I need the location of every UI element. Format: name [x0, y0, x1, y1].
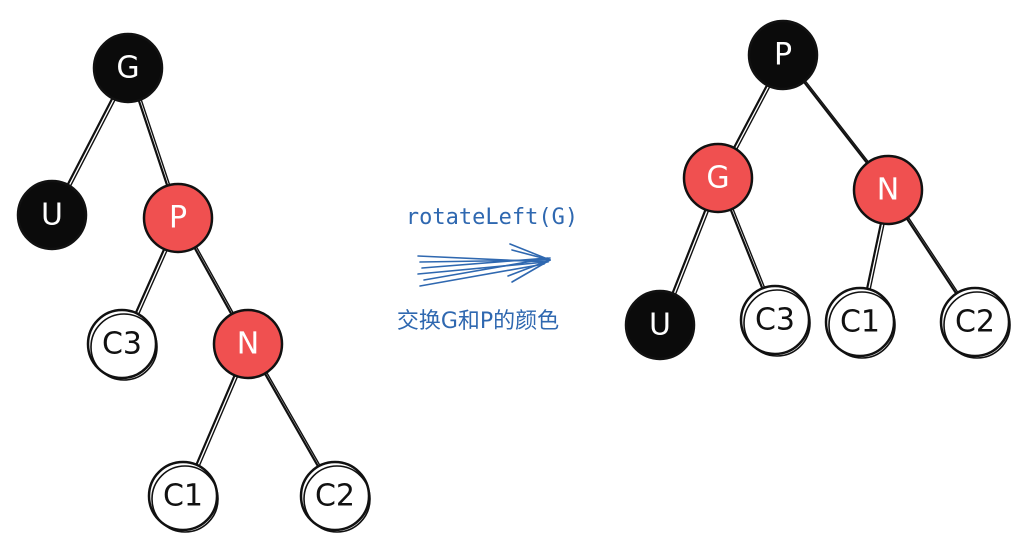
before-node-p: P: [142, 182, 214, 254]
after-node-circle-c3: [739, 284, 811, 356]
before-node-circle-n: [212, 308, 284, 380]
swap-colors-label: 交换G和P的颜色: [397, 309, 559, 334]
after-node-label-c2: C2: [955, 305, 995, 340]
before-node-c1: C1: [147, 460, 219, 533]
before-node-n: N: [212, 308, 284, 380]
after-node-c1: C1: [824, 286, 896, 359]
after-node-u: U: [624, 289, 696, 361]
after-node-outline-c3: [743, 289, 811, 357]
arrow-head-stroke: [511, 259, 551, 283]
after-node-n: N: [852, 154, 924, 226]
arrow-stroke: [419, 263, 545, 287]
before-node-outline-c2: [303, 465, 371, 533]
before-node-circle-g: [92, 32, 164, 104]
before-node-label-n: N: [237, 327, 259, 362]
before-node-circle-p: [142, 182, 214, 254]
after-node-c3: C3: [739, 284, 811, 357]
before-node-label-c2: C2: [315, 479, 355, 514]
before-node-g: G: [92, 32, 164, 104]
before-node-circle-c2: [299, 460, 371, 532]
after-node-circle-c2: [939, 286, 1011, 358]
arrow-head-stroke: [511, 249, 551, 261]
after-node-circle-g: [682, 142, 754, 214]
after-node-label-u: U: [649, 308, 671, 343]
arrow-stroke: [423, 257, 551, 281]
after-node-circle-c1: [824, 286, 896, 358]
before-node-outline-c3: [90, 313, 158, 381]
after-node-outline-c2: [943, 291, 1011, 359]
after-node-label-c3: C3: [755, 303, 795, 338]
before-node-label-c3: C3: [102, 327, 142, 362]
after-node-outline-c1: [828, 291, 896, 359]
after-node-circle-p: [747, 19, 819, 91]
after-node-g: G: [682, 142, 754, 214]
arrow-stroke: [421, 257, 549, 269]
after-node-label-n: N: [877, 173, 899, 208]
after-node-label-c1: C1: [840, 305, 880, 340]
nodes-layer: G U P C3 N C1 C2 P G N U C3 C1 C2: [16, 19, 1011, 533]
arrow-group: [417, 243, 551, 287]
before-node-label-p: P: [169, 201, 187, 236]
rotate-left-label: rotateLeft(G): [406, 205, 578, 230]
before-node-u: U: [16, 179, 88, 251]
before-node-label-u: U: [41, 198, 63, 233]
arrow-stroke: [417, 261, 547, 275]
after-node-label-p: P: [774, 38, 792, 73]
before-node-circle-c1: [147, 460, 219, 532]
after-node-circle-n: [852, 154, 924, 226]
before-node-circle-c3: [86, 308, 158, 380]
after-node-p: P: [747, 19, 819, 91]
after-node-circle-u: [624, 289, 696, 361]
after-node-label-g: G: [706, 161, 729, 196]
before-node-c2: C2: [299, 460, 371, 533]
before-node-label-g: G: [116, 51, 139, 86]
edges-layer: [50, 53, 979, 498]
before-node-c3: C3: [86, 308, 158, 381]
before-node-label-c1: C1: [163, 479, 203, 514]
arrow-head-stroke: [509, 243, 551, 261]
before-node-circle-u: [16, 179, 88, 251]
before-node-outline-c1: [151, 465, 219, 533]
arrow-head-stroke: [507, 259, 551, 277]
after-node-c2: C2: [939, 286, 1011, 359]
